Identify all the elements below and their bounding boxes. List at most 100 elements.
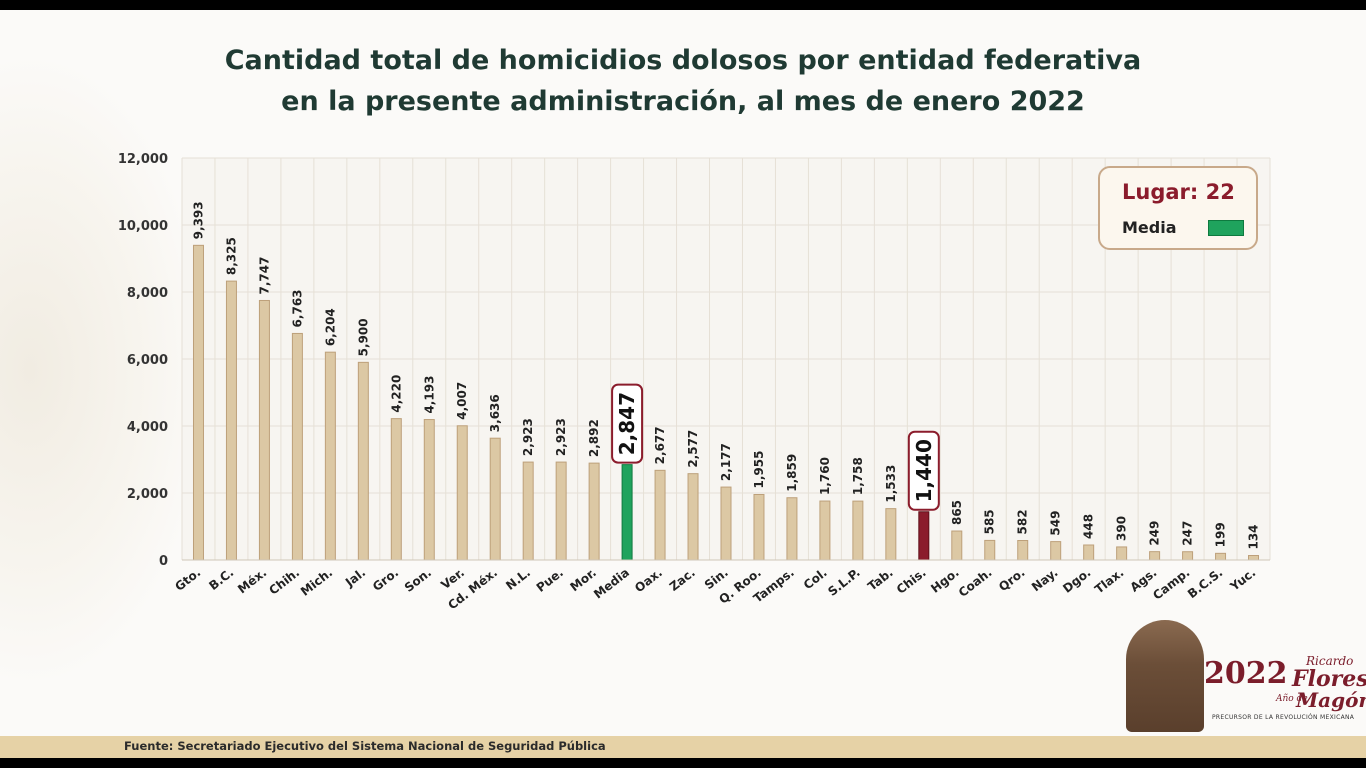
bar bbox=[1050, 541, 1062, 561]
bar bbox=[753, 494, 765, 561]
x-tick-label: Tab. bbox=[865, 565, 896, 593]
legend-media-label: Media bbox=[1122, 218, 1177, 237]
value-callout-box bbox=[907, 430, 940, 511]
bar bbox=[489, 437, 501, 561]
bar bbox=[1149, 551, 1161, 561]
logo-ano-de: Año de bbox=[1276, 694, 1308, 704]
bar bbox=[1182, 551, 1194, 561]
data-label: 549 bbox=[1049, 511, 1063, 536]
chart-title-line1: Cantidad total de homicidios dolosos por… bbox=[224, 45, 1142, 76]
data-label: 5,900 bbox=[356, 318, 370, 356]
data-label: 865 bbox=[950, 500, 964, 525]
bar bbox=[1215, 552, 1227, 561]
x-tick-label: Zac. bbox=[667, 565, 698, 594]
y-tick-label: 12,000 bbox=[118, 152, 168, 167]
x-tick-label: Media bbox=[591, 565, 632, 601]
bar bbox=[819, 500, 831, 561]
y-tick-label: 0 bbox=[159, 554, 168, 569]
bar bbox=[1116, 546, 1128, 561]
bar bbox=[291, 332, 303, 561]
x-tick-label: Méx. bbox=[235, 565, 269, 596]
bar bbox=[258, 299, 270, 561]
y-tick-label: 10,000 bbox=[118, 219, 168, 234]
bar bbox=[522, 461, 534, 561]
bar bbox=[885, 508, 897, 561]
bar bbox=[423, 419, 435, 561]
data-label: 6,763 bbox=[290, 289, 304, 327]
x-tick-label: Qro. bbox=[996, 565, 1027, 594]
data-label: 249 bbox=[1148, 521, 1162, 546]
data-label: 9,393 bbox=[191, 201, 205, 239]
x-tick-label: S.L.P. bbox=[825, 565, 862, 599]
logo-year: 2022 bbox=[1204, 656, 1288, 691]
logo-name-second: Flores bbox=[1292, 666, 1366, 692]
bar bbox=[588, 462, 600, 561]
x-tick-label: Chih. bbox=[266, 565, 302, 597]
x-tick-label: Gto. bbox=[172, 565, 203, 594]
data-label-highlight: 2,847 bbox=[615, 392, 639, 455]
bar bbox=[918, 511, 930, 561]
legend-box: Lugar: 22 Media bbox=[1098, 166, 1258, 250]
footer-bar: Fuente: Secretariado Ejecutivo del Siste… bbox=[0, 736, 1366, 758]
x-tick-label: Jal. bbox=[342, 565, 368, 590]
data-label: 585 bbox=[983, 509, 997, 534]
logo-tagline: PRECURSOR DE LA REVOLUCIÓN MEXICANA bbox=[1212, 714, 1355, 721]
bar bbox=[1017, 540, 1029, 561]
data-label: 1,533 bbox=[884, 465, 898, 503]
chart-title: Cantidad total de homicidios dolosos por… bbox=[0, 40, 1366, 122]
data-label: 2,577 bbox=[686, 430, 700, 468]
x-tick-label: N.L. bbox=[503, 565, 533, 593]
bar bbox=[456, 425, 468, 561]
logo: 2022 Año de Ricardo Flores Magón PRECURS… bbox=[1126, 612, 1366, 732]
data-label: 4,193 bbox=[422, 376, 436, 414]
bar bbox=[225, 280, 237, 561]
bar bbox=[357, 361, 369, 561]
x-tick-label: Camp. bbox=[1150, 565, 1192, 602]
x-tick-label: B.C. bbox=[206, 565, 236, 593]
bar bbox=[192, 244, 204, 561]
data-label: 199 bbox=[1214, 522, 1228, 547]
logo-name-first: Ricardo bbox=[1306, 654, 1354, 668]
x-tick-label: Nay. bbox=[1029, 565, 1061, 594]
data-label: 7,747 bbox=[257, 257, 271, 295]
bar bbox=[720, 486, 732, 561]
x-tick-label: Son. bbox=[402, 565, 434, 595]
data-label: 1,955 bbox=[752, 451, 766, 489]
bottom-strip bbox=[0, 758, 1366, 768]
data-label: 4,220 bbox=[389, 375, 403, 413]
data-label-highlight: 1,440 bbox=[912, 439, 936, 502]
bar bbox=[621, 464, 633, 561]
x-tick-label: Gro. bbox=[370, 565, 401, 594]
bar bbox=[1248, 555, 1260, 561]
data-label: 6,204 bbox=[323, 308, 337, 346]
bar bbox=[324, 351, 336, 561]
bar bbox=[687, 473, 699, 561]
y-tick-label: 8,000 bbox=[127, 286, 168, 301]
bar bbox=[852, 500, 864, 561]
source-note: Fuente: Secretariado Ejecutivo del Siste… bbox=[124, 739, 606, 753]
data-label: 390 bbox=[1115, 516, 1129, 541]
x-tick-label: B.C.S. bbox=[1185, 565, 1225, 601]
legend-media-swatch bbox=[1208, 220, 1244, 236]
data-label: 8,325 bbox=[224, 237, 238, 275]
bar bbox=[786, 497, 798, 561]
bar bbox=[654, 469, 666, 561]
y-tick-label: 2,000 bbox=[127, 487, 168, 502]
data-label: 247 bbox=[1181, 521, 1195, 546]
x-tick-label: Yuc. bbox=[1227, 565, 1258, 594]
data-label: 2,677 bbox=[653, 426, 667, 464]
x-tick-label: Chis. bbox=[894, 565, 929, 596]
x-tick-label: Coah. bbox=[956, 565, 995, 600]
data-label: 2,177 bbox=[719, 443, 733, 481]
value-callout-box bbox=[611, 383, 644, 464]
bar bbox=[555, 461, 567, 561]
data-label: 1,758 bbox=[851, 457, 865, 495]
bar bbox=[984, 539, 996, 561]
logo-name-third: Magón bbox=[1296, 688, 1366, 712]
legend-rank: Lugar: 22 bbox=[1122, 180, 1235, 204]
data-label: 1,760 bbox=[818, 457, 832, 495]
y-tick-label: 4,000 bbox=[127, 420, 168, 435]
bar bbox=[1083, 544, 1095, 561]
data-label: 582 bbox=[1016, 509, 1030, 534]
